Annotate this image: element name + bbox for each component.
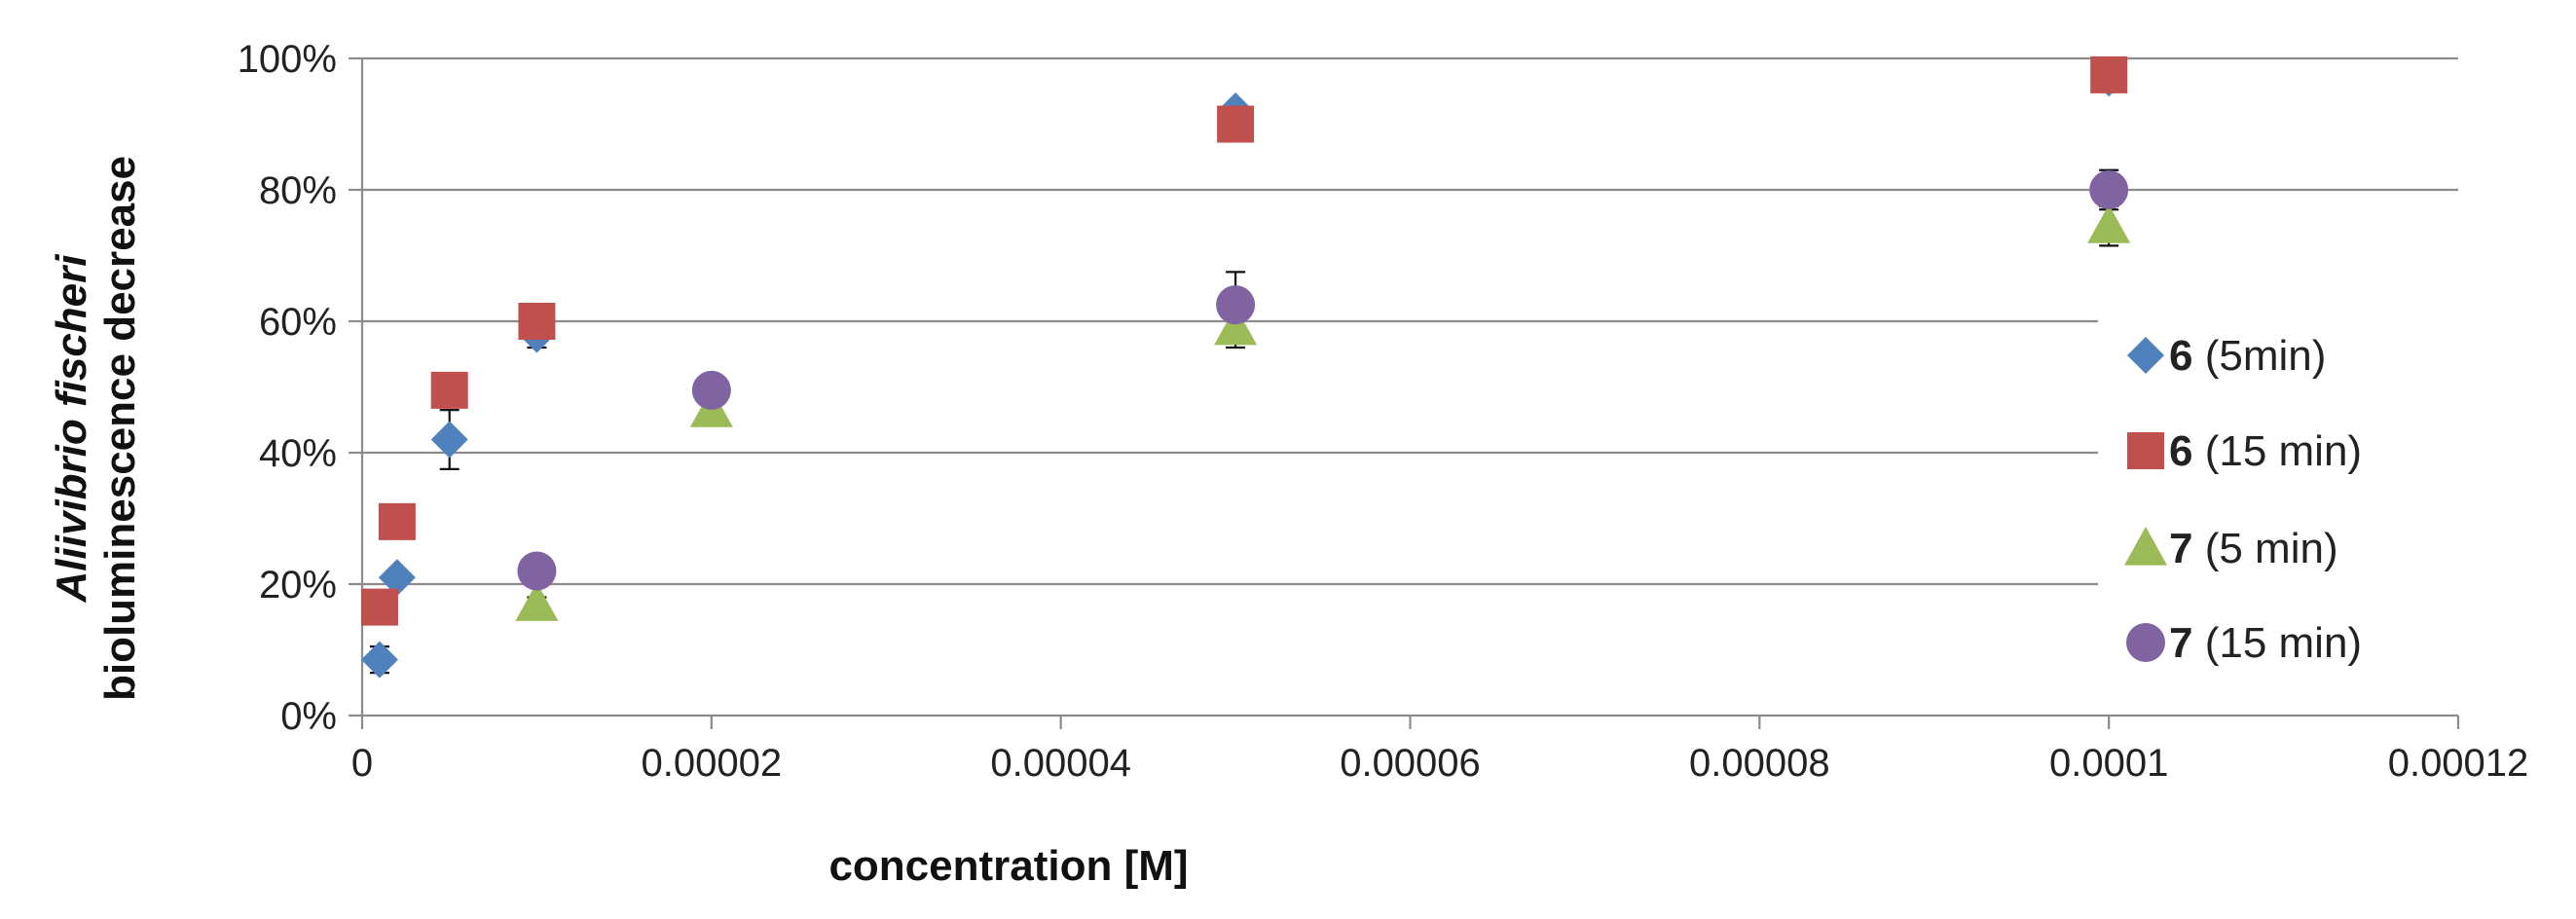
legend-marker bbox=[2126, 623, 2165, 662]
x-tick-label: 0.00008 bbox=[1689, 742, 1830, 785]
data-point-series-4 bbox=[2089, 170, 2129, 209]
y-tick-label: 20% bbox=[259, 564, 337, 607]
legend-item: 6 (5min) bbox=[2127, 332, 2326, 380]
data-point-series-4 bbox=[691, 370, 731, 410]
x-tick-label: 0.00006 bbox=[1340, 742, 1481, 785]
error-bars bbox=[369, 67, 2119, 675]
data-markers bbox=[360, 55, 2131, 679]
data-point-series-1 bbox=[378, 559, 416, 597]
legend-background bbox=[2098, 316, 2458, 686]
x-tick-labels: 0 0.00002 0.00004 0.00006 0.00008 0.0001 0.000… bbox=[351, 742, 2528, 785]
data-point-series-4 bbox=[517, 551, 557, 591]
legend-label: 7 (5 min) bbox=[2169, 525, 2338, 572]
data-point-series-3 bbox=[1214, 306, 1258, 346]
legend-marker bbox=[2124, 527, 2167, 566]
y-tick-label: 0% bbox=[280, 695, 337, 738]
data-point-series-2 bbox=[360, 588, 398, 626]
legend-item: 6 (15 min) bbox=[2127, 427, 2362, 475]
y-tick-label: 80% bbox=[259, 169, 337, 212]
legend: 6 (5min) 6 (15 min) 7 (5 min) 7 (15 min) bbox=[2098, 316, 2458, 686]
data-point-series-3 bbox=[515, 582, 559, 621]
legend-item: 7 (15 min) bbox=[2126, 619, 2362, 667]
legend-marker bbox=[2127, 337, 2164, 374]
legend-item: 7 (5 min) bbox=[2124, 525, 2338, 572]
data-point-series-4 bbox=[1216, 285, 1256, 325]
y-tick-label: 60% bbox=[259, 301, 337, 344]
legend-label: 6 (15 min) bbox=[2169, 427, 2362, 475]
data-point-series-2 bbox=[430, 371, 468, 409]
legend-marker bbox=[2127, 432, 2164, 469]
data-point-series-1 bbox=[430, 421, 468, 459]
x-tick-label: 0 bbox=[351, 742, 373, 785]
data-point-series-3 bbox=[2087, 204, 2131, 243]
y-axis-title-line1: Aliivibrio fischeri bbox=[48, 254, 95, 604]
data-point-series-2 bbox=[518, 303, 556, 340]
y-tick-label: 40% bbox=[259, 432, 337, 475]
legend-label: 6 (5min) bbox=[2169, 332, 2326, 380]
data-point-series-2 bbox=[1217, 105, 1255, 143]
legend-label: 7 (15 min) bbox=[2169, 619, 2362, 667]
x-tick-label: 0.00012 bbox=[2388, 742, 2529, 785]
y-axis-title: Aliivibrio fischeri bioluminescence decr… bbox=[48, 156, 144, 701]
x-tick-label: 0.0001 bbox=[2049, 742, 2168, 785]
x-axis-title: concentration [M] bbox=[828, 842, 1188, 890]
data-point-series-2 bbox=[2090, 55, 2128, 93]
y-tick-labels: 0% 20% 40% 60% 80% 100% bbox=[238, 38, 337, 738]
y-tick-label: 100% bbox=[238, 38, 337, 81]
x-tick-label: 0.00002 bbox=[642, 742, 783, 785]
data-point-series-1 bbox=[360, 641, 398, 679]
y-axis-title-line2: bioluminescence decrease bbox=[96, 156, 144, 701]
x-tick-label: 0.00004 bbox=[990, 742, 1131, 785]
data-point-series-2 bbox=[378, 502, 416, 540]
